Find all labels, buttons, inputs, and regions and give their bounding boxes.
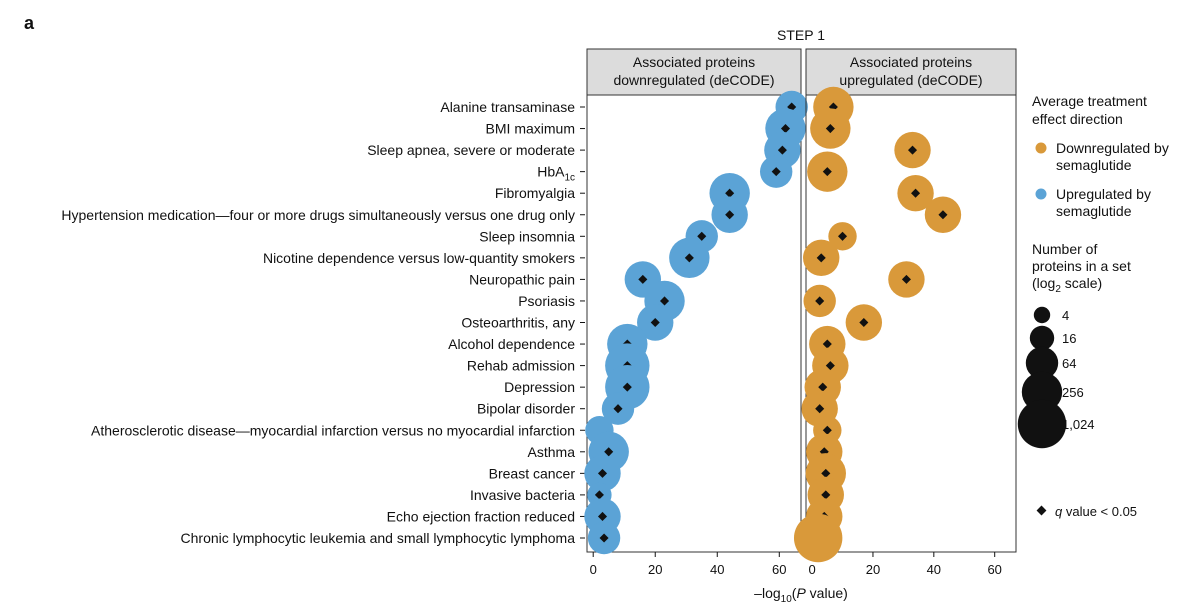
x-tick-label: 60 — [772, 562, 786, 577]
significance-marker — [597, 511, 608, 521]
direction-legend-title-2: effect direction — [1032, 111, 1123, 127]
x-axis-label: –log10(P value) — [754, 585, 848, 605]
category-label: Bipolar disorder — [477, 401, 575, 417]
significance-marker — [822, 167, 832, 177]
category-label: Breast cancer — [489, 465, 576, 481]
significance-marker — [901, 274, 911, 284]
data-point — [793, 513, 843, 563]
category-labels: Alanine transaminase BMI maximum Sleep apn… — [61, 99, 585, 546]
facet-strip-label: upregulated (deCODE) — [839, 72, 982, 88]
x-tick-label: 20 — [648, 562, 662, 577]
category-label: Echo ejection fraction reduced — [387, 508, 575, 524]
plot-frame — [805, 94, 1017, 553]
significance-marker — [822, 339, 832, 349]
size-legend-item: 16 — [1029, 325, 1076, 351]
category-label: HbA1c — [537, 164, 575, 184]
x-tick-label: 60 — [987, 562, 1001, 577]
panel-letter: a — [24, 13, 35, 33]
significance-legend: q value < 0.05 — [1036, 504, 1137, 519]
category-label: Alcohol dependence — [448, 336, 575, 352]
legend-label: semaglutide — [1056, 157, 1132, 173]
size-legend-title-3: (log2 scale) — [1032, 275, 1102, 295]
size-legend-label: 256 — [1062, 385, 1084, 400]
significance-marker — [638, 274, 648, 284]
significance-marker — [599, 533, 609, 543]
significance-marker — [613, 404, 623, 414]
size-swatch — [1025, 346, 1059, 380]
category-label: Osteoarthritis, any — [461, 315, 575, 331]
legend-label: semaglutide — [1056, 203, 1132, 219]
category-label: Rehab admission — [467, 358, 575, 374]
category-label: Neuropathic pain — [469, 271, 575, 287]
size-swatch — [1017, 399, 1067, 449]
category-label: Invasive bacteria — [470, 487, 575, 503]
legend-swatch — [1035, 188, 1047, 200]
category-label: Psoriasis — [518, 293, 575, 309]
chart-title: STEP 1 — [777, 27, 825, 43]
significance-marker — [697, 231, 707, 241]
legend-label: Upregulated by — [1056, 186, 1151, 202]
facet-strip-label: Associated proteins — [850, 54, 972, 70]
x-tick-label: 40 — [710, 562, 724, 577]
category-label: Alanine transaminase — [440, 99, 575, 115]
significance-marker — [594, 490, 604, 500]
significance-marker — [622, 382, 632, 392]
category-label: Chronic lymphocytic leukemia and small l… — [181, 530, 576, 546]
size-legend-label: 4 — [1062, 308, 1069, 323]
plot-frame — [586, 94, 802, 553]
size-legend-title-2: proteins in a set — [1032, 258, 1131, 274]
category-label: Sleep apnea, severe or moderate — [367, 142, 575, 158]
size-legend-label: 1,024 — [1062, 417, 1095, 432]
facet-panel: Associated proteins downregulated (deCODE… — [584, 48, 808, 577]
x-tick-label: 40 — [927, 562, 941, 577]
size-swatch — [1029, 325, 1055, 351]
facet-strip-label: downregulated (deCODE) — [613, 72, 774, 88]
category-label: BMI maximum — [486, 121, 575, 137]
size-legend-title-1: Number of — [1032, 241, 1097, 257]
size-legend-label: 16 — [1062, 331, 1076, 346]
legend-label: Downregulated by — [1056, 140, 1169, 156]
size-swatch — [1033, 306, 1051, 324]
category-label: Asthma — [528, 444, 576, 460]
size-legend-item: 1,024 — [1017, 399, 1095, 449]
x-tick-label: 0 — [590, 562, 597, 577]
category-label: Sleep insomnia — [479, 228, 575, 244]
significance-marker — [818, 382, 828, 392]
size-legend-item: 4 — [1033, 306, 1069, 324]
category-label: Atherosclerotic disease—myocardial infar… — [91, 422, 575, 438]
category-label: Nicotine dependence versus low-quantity … — [263, 250, 575, 266]
category-label: Depression — [504, 379, 575, 395]
size-legend-item: 64 — [1025, 346, 1076, 380]
significance-marker — [821, 490, 831, 500]
significance-marker — [822, 425, 832, 435]
diamond-icon — [1036, 505, 1047, 516]
legend: Average treatment effect direction Downr… — [1017, 93, 1169, 519]
facet-strip — [586, 48, 802, 96]
facet-panels: Associated proteins downregulated (deCODE… — [584, 48, 1017, 577]
direction-legend-title-1: Average treatment — [1032, 93, 1147, 109]
size-legend-label: 64 — [1062, 356, 1076, 371]
x-tick-label: 20 — [866, 562, 880, 577]
significance-legend-label: q value < 0.05 — [1055, 504, 1137, 519]
x-tick-label: 0 — [808, 562, 815, 577]
legend-swatch — [1035, 142, 1047, 154]
facet-strip-label: Associated proteins — [633, 54, 755, 70]
category-label: Fibromyalgia — [495, 185, 575, 201]
facet-panel: Associated proteins upregulated (deCODE) 0… — [793, 48, 1017, 577]
category-label: Hypertension medication—four or more dru… — [61, 207, 575, 223]
significance-marker — [604, 447, 614, 457]
